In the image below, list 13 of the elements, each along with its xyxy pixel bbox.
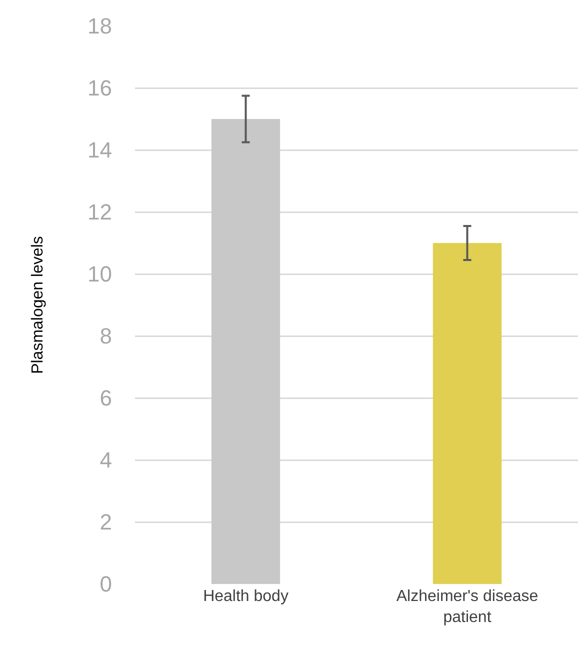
y-axis-title: Plasmalogen levels <box>29 236 46 374</box>
y-tick-label: 6 <box>100 386 112 411</box>
x-tick-label: Health body <box>203 588 288 605</box>
y-tick-label: 14 <box>88 138 112 163</box>
y-tick-label: 12 <box>88 200 112 225</box>
y-tick-label: 16 <box>88 76 112 101</box>
y-tick-label: 0 <box>100 572 112 597</box>
y-tick-label: 2 <box>100 510 112 535</box>
y-tick-label: 4 <box>100 448 112 473</box>
y-tick-label: 8 <box>100 324 112 349</box>
y-tick-label: 18 <box>88 14 112 39</box>
y-tick-label: 10 <box>88 262 112 287</box>
x-tick-label: Alzheimer's disease patient <box>396 588 538 626</box>
